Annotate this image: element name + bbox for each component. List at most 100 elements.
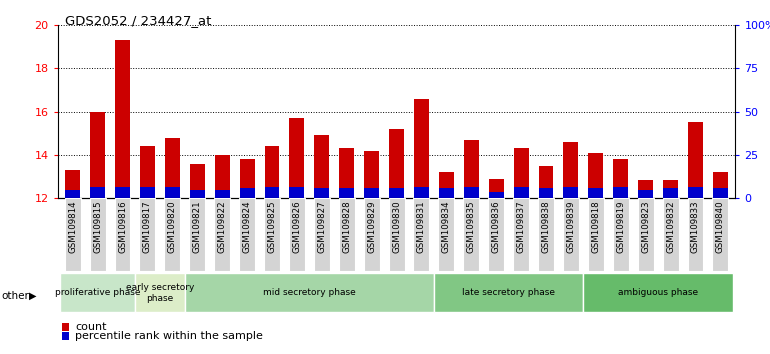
Text: other: other <box>2 291 29 301</box>
Bar <box>115 198 130 271</box>
Bar <box>439 172 454 198</box>
Bar <box>214 198 230 271</box>
Bar <box>538 188 554 198</box>
Text: mid secretory phase: mid secretory phase <box>263 289 356 297</box>
Text: percentile rank within the sample: percentile rank within the sample <box>75 331 263 341</box>
Bar <box>135 273 185 313</box>
Bar <box>139 198 156 271</box>
Text: GSM109817: GSM109817 <box>143 200 152 253</box>
Text: GSM109824: GSM109824 <box>243 200 252 253</box>
Bar <box>165 137 180 198</box>
Bar <box>189 190 205 198</box>
Text: GSM109826: GSM109826 <box>293 200 301 253</box>
Bar <box>265 146 280 198</box>
Bar <box>65 198 81 271</box>
Bar <box>663 198 678 271</box>
Bar <box>434 273 584 313</box>
Bar <box>584 273 733 313</box>
Bar <box>314 198 330 271</box>
Bar <box>363 198 380 271</box>
Bar <box>164 198 180 271</box>
Text: GSM109830: GSM109830 <box>392 200 401 253</box>
Bar <box>538 198 554 271</box>
Bar <box>663 180 678 198</box>
Text: early secretory
phase: early secretory phase <box>126 283 194 303</box>
Bar <box>613 198 629 271</box>
Text: GSM109825: GSM109825 <box>267 200 276 253</box>
Bar <box>314 135 330 198</box>
Text: GSM109839: GSM109839 <box>567 200 575 253</box>
Text: GSM109820: GSM109820 <box>168 200 177 253</box>
Bar <box>389 129 404 198</box>
Bar <box>663 188 678 198</box>
Bar <box>414 187 429 198</box>
Bar <box>464 140 479 198</box>
Bar <box>339 198 355 271</box>
Text: GSM109831: GSM109831 <box>417 200 426 253</box>
Bar <box>189 198 206 271</box>
Text: count: count <box>75 322 107 332</box>
Text: GSM109838: GSM109838 <box>541 200 551 253</box>
Bar <box>290 187 304 198</box>
Text: GSM109834: GSM109834 <box>442 200 451 253</box>
Bar <box>588 198 604 271</box>
Bar <box>638 180 653 198</box>
Bar <box>239 188 255 198</box>
Bar <box>89 198 105 271</box>
Bar <box>564 142 578 198</box>
Text: GSM109818: GSM109818 <box>591 200 601 253</box>
Bar <box>215 155 229 198</box>
Bar <box>340 188 354 198</box>
Bar <box>165 187 180 198</box>
Text: GSM109819: GSM109819 <box>616 200 625 253</box>
Bar <box>489 192 504 198</box>
Text: GSM109814: GSM109814 <box>69 200 77 253</box>
Bar <box>215 190 229 198</box>
Bar <box>389 188 404 198</box>
Text: GSM109829: GSM109829 <box>367 200 376 253</box>
Bar <box>340 148 354 198</box>
Bar <box>115 187 130 198</box>
Text: GSM109815: GSM109815 <box>93 200 102 253</box>
Text: ambiguous phase: ambiguous phase <box>618 289 698 297</box>
Bar <box>115 40 130 198</box>
Text: proliferative phase: proliferative phase <box>55 289 140 297</box>
Bar <box>538 166 554 198</box>
Bar <box>588 188 604 198</box>
Bar <box>264 198 280 271</box>
Bar <box>688 187 703 198</box>
Text: GDS2052 / 234427_at: GDS2052 / 234427_at <box>65 14 212 27</box>
Bar <box>563 198 579 271</box>
Bar <box>90 187 105 198</box>
Bar <box>514 187 528 198</box>
Bar <box>414 98 429 198</box>
Bar <box>364 150 379 198</box>
Bar <box>688 122 703 198</box>
Text: GSM109833: GSM109833 <box>691 200 700 253</box>
Bar <box>464 198 479 271</box>
Text: GSM109821: GSM109821 <box>192 200 202 253</box>
Text: GSM109828: GSM109828 <box>342 200 351 253</box>
Bar <box>364 188 379 198</box>
Bar <box>488 198 504 271</box>
Bar <box>439 188 454 198</box>
Bar <box>564 187 578 198</box>
Text: GSM109832: GSM109832 <box>666 200 675 253</box>
Bar <box>140 187 155 198</box>
Bar <box>189 164 205 198</box>
Bar <box>60 273 135 313</box>
Bar <box>713 172 728 198</box>
Bar <box>413 198 430 271</box>
Text: GSM109836: GSM109836 <box>492 200 501 253</box>
Bar <box>688 198 704 271</box>
Bar <box>289 198 305 271</box>
Text: GSM109835: GSM109835 <box>467 200 476 253</box>
Bar <box>265 187 280 198</box>
Text: GSM109837: GSM109837 <box>517 200 526 253</box>
Bar <box>712 198 728 271</box>
Bar <box>514 148 528 198</box>
Bar <box>314 188 330 198</box>
Text: late secretory phase: late secretory phase <box>462 289 555 297</box>
Bar <box>489 179 504 198</box>
Bar <box>513 198 529 271</box>
